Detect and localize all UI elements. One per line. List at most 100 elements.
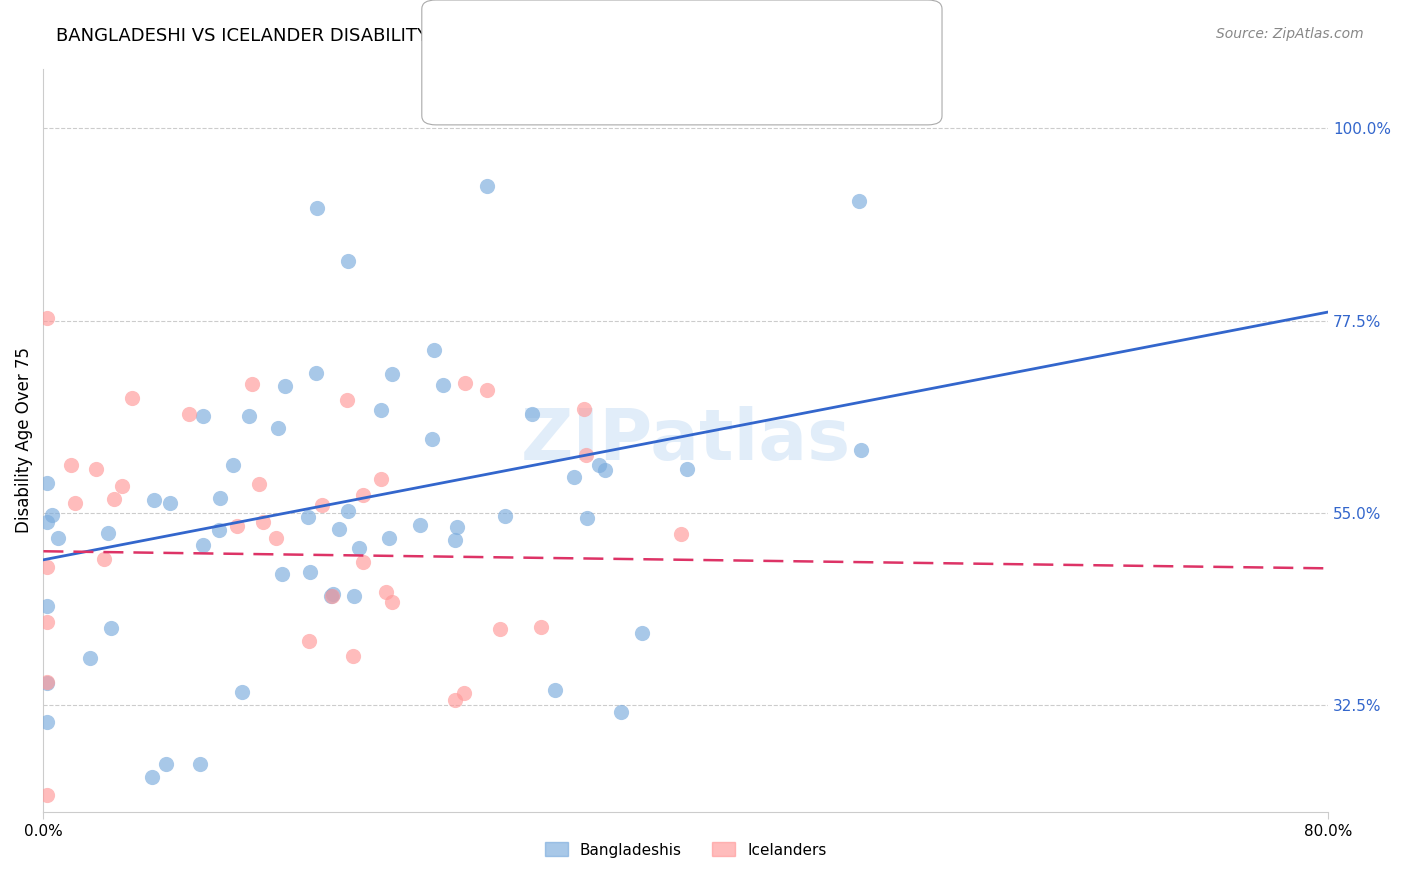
Point [342, 648, 364, 663]
Point [252, 515, 274, 529]
Point [343, 589, 366, 603]
Point [444, 533, 467, 547]
Point [35, 674, 58, 689]
Point [155, 757, 177, 772]
Text: BANGLADESHI VS ICELANDER DISABILITY AGE OVER 75 CORRELATION CHART: BANGLADESHI VS ICELANDER DISABILITY AGE … [56, 27, 756, 45]
Point [35, 599, 58, 613]
Point [299, 566, 322, 580]
Point [409, 517, 432, 532]
Point [46, 531, 69, 545]
Point [671, 527, 693, 541]
Point [271, 566, 294, 581]
Point [322, 587, 344, 601]
Point [489, 622, 512, 636]
Point [238, 409, 260, 424]
Point [35, 516, 58, 530]
Point [274, 379, 297, 393]
Point [65, 495, 87, 509]
Point [305, 202, 328, 216]
Point [298, 633, 321, 648]
Point [240, 376, 263, 391]
Point [572, 402, 595, 417]
Point [188, 757, 211, 772]
Point [93, 552, 115, 566]
Point [328, 522, 350, 536]
Point [336, 393, 359, 408]
Y-axis label: Disability Age Over 75: Disability Age Over 75 [15, 347, 32, 533]
Point [208, 491, 231, 505]
Point [121, 391, 143, 405]
Point [631, 626, 654, 640]
Point [848, 194, 870, 209]
Point [423, 343, 446, 357]
Point [84, 462, 107, 476]
Point [60, 458, 83, 472]
Point [222, 458, 245, 472]
Point [208, 523, 231, 537]
Point [575, 448, 598, 462]
Text: ZIPatlas: ZIPatlas [520, 406, 851, 475]
Point [103, 492, 125, 507]
Point [588, 458, 610, 473]
Point [544, 683, 567, 698]
Point [477, 179, 499, 194]
Bar [446, 71, 495, 103]
Point [35, 476, 58, 491]
Point [380, 368, 402, 382]
Point [443, 693, 465, 707]
Point [374, 585, 396, 599]
Point [35, 715, 58, 730]
Point [337, 254, 360, 268]
Point [305, 366, 328, 380]
Point [35, 615, 58, 629]
Point [370, 402, 392, 417]
Point [321, 589, 343, 603]
Point [453, 686, 475, 700]
Point [520, 407, 543, 421]
Point [179, 407, 201, 421]
Point [352, 488, 374, 502]
Point [349, 541, 371, 555]
Point [35, 675, 58, 690]
Point [111, 478, 134, 492]
Point [337, 504, 360, 518]
Point [321, 589, 343, 603]
Point [35, 311, 58, 326]
Point [676, 462, 699, 476]
Point [352, 555, 374, 569]
Point [377, 532, 399, 546]
Point [420, 433, 443, 447]
Point [311, 498, 333, 512]
Text: Source: ZipAtlas.com: Source: ZipAtlas.com [1216, 27, 1364, 41]
Point [79, 651, 101, 665]
Text: R =   0.328   N = 58: R = 0.328 N = 58 [505, 29, 686, 46]
Point [562, 470, 585, 484]
Point [231, 685, 253, 699]
Point [432, 378, 454, 392]
Point [97, 525, 120, 540]
Text: R = -0.027   N = 37: R = -0.027 N = 37 [505, 78, 682, 96]
Point [41, 508, 63, 522]
Point [475, 383, 498, 397]
Point [370, 472, 392, 486]
Point [35, 559, 58, 574]
Point [297, 509, 319, 524]
Point [849, 443, 872, 458]
Point [454, 376, 477, 390]
Point [575, 511, 598, 525]
Legend: Bangladeshis, Icelanders: Bangladeshis, Icelanders [538, 837, 832, 863]
Point [264, 531, 287, 545]
Point [593, 463, 616, 477]
Point [141, 770, 163, 784]
Point [191, 537, 214, 551]
Point [191, 409, 214, 423]
Bar [446, 21, 495, 54]
Point [446, 519, 468, 533]
Point [35, 788, 58, 802]
Point [267, 421, 290, 435]
Point [381, 595, 404, 609]
Point [530, 620, 553, 634]
Point [226, 519, 249, 533]
Point [159, 496, 181, 510]
Point [494, 509, 516, 524]
